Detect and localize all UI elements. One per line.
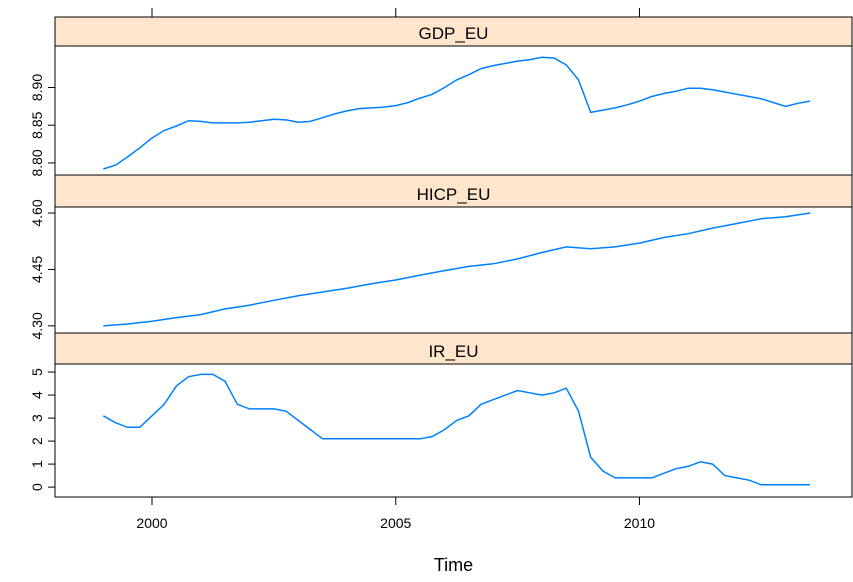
x-axis-label: Time	[434, 555, 473, 575]
y-tick-label: 4.45	[29, 256, 45, 283]
panel-title: IR_EU	[428, 342, 478, 361]
panel-title: GDP_EU	[419, 24, 489, 43]
x-tick-label: 2010	[624, 515, 655, 531]
panel-frame	[54, 363, 853, 498]
x-tick-label: 2000	[136, 515, 167, 531]
series-line	[103, 212, 811, 327]
strip	[54, 16, 853, 47]
y-tick-label: 4.30	[29, 312, 45, 339]
y-tick-label: 4	[29, 391, 45, 399]
strip	[54, 174, 853, 208]
panel-frame	[54, 206, 853, 334]
y-tick-label: 1	[29, 460, 45, 468]
y-tick-label: 8.90	[29, 74, 45, 101]
y-tick-label: 0	[29, 483, 45, 491]
y-tick-label: 8.80	[29, 149, 45, 176]
y-tick-label: 2	[29, 437, 45, 445]
strip	[54, 332, 853, 365]
x-tick-label: 2005	[380, 515, 411, 531]
y-tick-label: 4.60	[29, 199, 45, 226]
y-tick-label: 3	[29, 414, 45, 422]
y-tick-label: 5	[29, 368, 45, 376]
series-line	[102, 373, 811, 486]
y-tick-label: 8.85	[29, 111, 45, 138]
series-line	[103, 56, 811, 170]
panel-title: HICP_EU	[417, 185, 491, 204]
panel-frame	[54, 45, 853, 176]
